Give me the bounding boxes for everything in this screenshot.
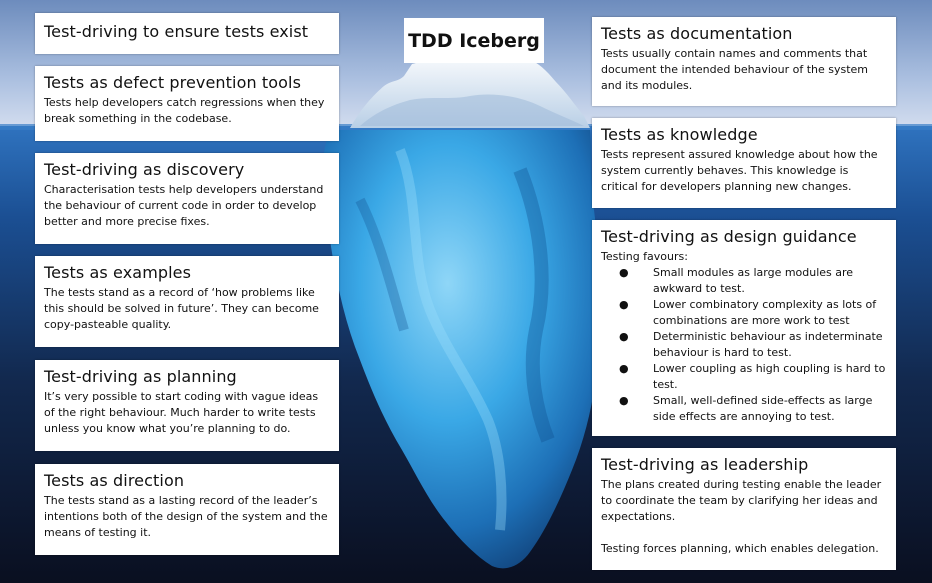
card-body: The tests stand as a record of ‘how prob… bbox=[44, 286, 319, 331]
list-item: ● Small modules as large modules are awkw… bbox=[619, 266, 854, 295]
bullet-icon: ● bbox=[619, 394, 629, 407]
card-intro: Testing favours: bbox=[601, 250, 688, 263]
card-defect-prevention: Tests as defect prevention tools Tests h… bbox=[35, 66, 339, 141]
card-title: Tests as direction bbox=[44, 471, 185, 490]
card-body: Tests usually contain names and comments… bbox=[601, 47, 869, 92]
card-direction: Tests as direction The tests stand as a … bbox=[35, 464, 339, 555]
list-item: ● Lower coupling as high coupling is hard… bbox=[619, 362, 886, 391]
card-title: Test-driving as leadership bbox=[601, 455, 809, 474]
card-leadership: Test-driving as leadership The plans cre… bbox=[592, 448, 896, 570]
card-tests-exist: Test-driving to ensure tests exist bbox=[35, 13, 339, 54]
bullet-icon: ● bbox=[619, 266, 629, 279]
card-title: Test-driving as planning bbox=[44, 367, 237, 386]
list-item: ● Lower combinatory complexity as lots of… bbox=[619, 298, 877, 327]
card-knowledge: Tests as knowledge Tests represent assur… bbox=[592, 118, 896, 208]
card-body: Tests help developers catch regressions … bbox=[44, 96, 325, 125]
card-discovery: Test-driving as discovery Characterisati… bbox=[35, 153, 339, 244]
bullet-icon: ● bbox=[619, 298, 629, 311]
iceberg-underwater bbox=[322, 130, 601, 569]
card-title: Tests as documentation bbox=[601, 24, 793, 43]
card-body-secondary: Testing forces planning, which enables d… bbox=[601, 542, 879, 555]
card-documentation: Tests as documentation Tests usually con… bbox=[592, 17, 896, 106]
card-body: Tests represent assured knowledge about … bbox=[601, 148, 878, 193]
card-planning: Test-driving as planning It’s very possi… bbox=[35, 360, 339, 451]
card-title: Tests as knowledge bbox=[601, 125, 758, 144]
card-title: Tests as examples bbox=[44, 263, 192, 282]
page-title: TDD Iceberg bbox=[404, 18, 544, 63]
card-examples: Tests as examples The tests stand as a r… bbox=[35, 256, 339, 347]
card-title: Test-driving to ensure tests exist bbox=[44, 22, 309, 41]
card-title: Tests as defect prevention tools bbox=[44, 73, 302, 92]
card-design-guidance: Test-driving as design guidance Testing … bbox=[592, 220, 896, 436]
card-title: Test-driving as discovery bbox=[44, 160, 245, 179]
card-body: The plans created during testing enable … bbox=[601, 478, 882, 523]
design-guidance-list: ● Small modules as large modules are awkw… bbox=[601, 265, 887, 425]
list-item: ● Deterministic behaviour as indeterminat… bbox=[619, 330, 883, 359]
bullet-icon: ● bbox=[619, 330, 629, 343]
card-title: Test-driving as design guidance bbox=[601, 227, 857, 246]
list-item: ● Small, well-defined side-effects as lar… bbox=[619, 394, 873, 423]
card-body: The tests stand as a lasting record of t… bbox=[44, 494, 328, 539]
card-body: It’s very possible to start coding with … bbox=[44, 390, 319, 435]
bullet-icon: ● bbox=[619, 362, 629, 375]
card-body: Characterisation tests help developers u… bbox=[44, 183, 324, 228]
